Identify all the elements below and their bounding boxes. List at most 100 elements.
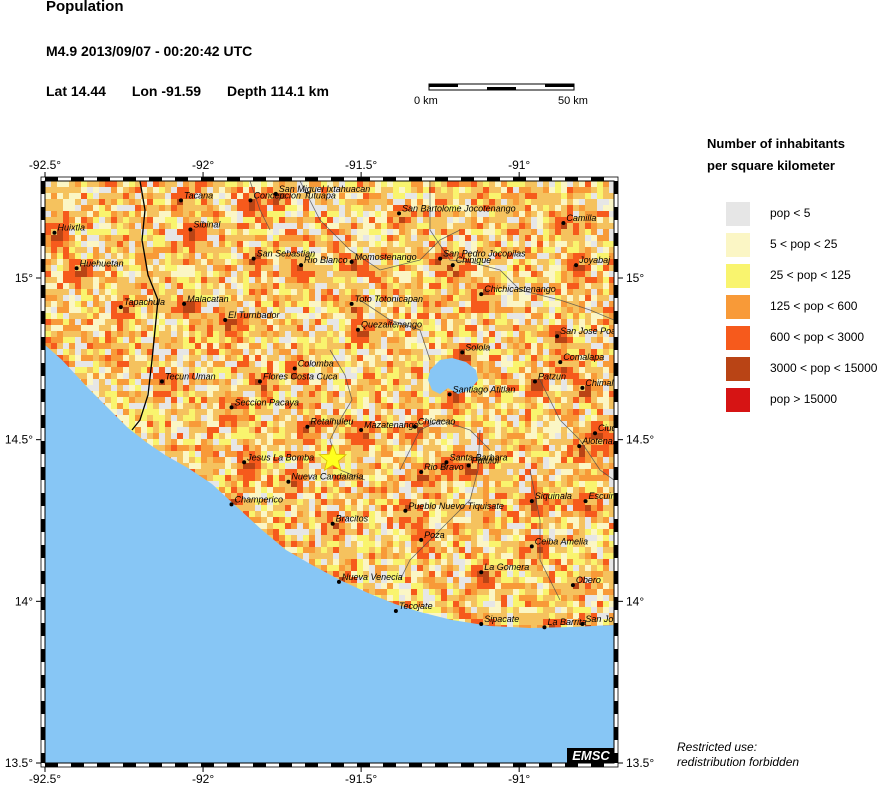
emsc-badge: EMSC [567,748,614,763]
city-label: Toto Totonicapan [355,294,423,304]
legend-label: pop < 5 [770,206,811,220]
legend-item: 600 < pop < 3000 [726,326,891,350]
city-dot [397,211,402,216]
city-dot [479,621,484,626]
city-label: La Barrita [547,617,586,627]
city-label: Concepcion Tutuapa [253,190,335,200]
longitude-tick-label: -91.5° [345,158,377,172]
city-dot [479,570,484,575]
legend-label: 600 < pop < 3000 [770,330,865,344]
city-dot [460,350,465,355]
city-label: El Turnbador [228,310,280,320]
city-dot [419,537,424,542]
axis-ticks: -92.5° -92.5° -92° -92° -91.5° -91.5° -91° -91°… [5,158,655,786]
city-dot [229,405,234,410]
latitude-tick-label: 13.5° [5,756,33,770]
city-label: Chinique [456,255,492,265]
city-label: Sibinal [193,220,221,230]
restricted-line1: Restricted use: [677,740,758,754]
city-label: Mazatenango [364,420,419,430]
event-info: M4.9 2013/09/07 - 00:20:42 UTC [46,43,253,59]
city-label: Ceiba Amelia [535,536,588,546]
latitude-tick-label: 14° [626,594,644,608]
city-dot [529,499,534,504]
city-label: Nueva Venecia [342,572,403,582]
city-label: Poza [424,530,445,540]
city-label: Momostenango [355,252,417,262]
city-label: Bracitos [336,514,369,524]
city-dot [251,256,256,261]
city-label: Escuintla [589,491,626,501]
city-dot [570,583,575,588]
longitude-tick-label: -91° [508,772,530,786]
city-label: San Miguel Ixtahuacan [279,184,371,194]
legend-label: 3000 < pop < 15000 [770,361,878,375]
legend-swatch [726,326,750,350]
scalebar-left-label: 0 km [414,95,438,107]
city-label: Tecun Uman [165,371,216,381]
city-dot [74,266,79,271]
city-label: Comalapa [563,352,604,362]
city-label: Patulul [472,456,501,466]
city-label: Siquinala [535,491,572,501]
depth-text: Depth 114.1 km [226,83,329,99]
city-dot [580,385,585,390]
city-label: Tecojate [399,601,433,611]
city-dot [532,379,537,384]
scalebar-right-label: 50 km [558,95,588,107]
city-label: Santa Barbara [449,452,507,462]
city-dot [393,609,398,614]
legend-label: 125 < pop < 600 [770,299,858,313]
city-label: Malacatan [187,294,229,304]
city-dot [561,221,566,226]
city-dot [286,479,291,484]
longitude-tick-label: -92° [192,158,214,172]
city-dot [273,191,278,196]
latitude-tick-label: 15° [15,271,33,285]
legend-label: 5 < pop < 25 [770,237,838,251]
lake-atitlan [428,358,478,394]
city-dot [542,625,547,630]
city-dot [574,263,579,268]
longitude-tick-label: -91° [508,158,530,172]
city-label: Solola [465,342,490,352]
city-label: Ciudad Vieja [598,423,649,433]
city-label: Jesus La Bomba [246,452,314,462]
longitude-tick-label: -91.5° [345,772,377,786]
city-label: Chimaltenango [585,378,646,388]
legend-swatch [726,357,750,381]
city-dot [349,259,354,264]
city-label: Rio Bravo [424,462,464,472]
legend-label: pop > 15000 [770,392,838,406]
city-label: La Gomera [484,562,529,572]
city-label: Pueblo Nuevo Tiquisate [408,501,503,511]
city-label: Seccion Pacaya [235,397,300,407]
city-dot [359,427,364,432]
city-label: Obero [576,575,601,585]
city-dot [558,360,563,365]
legend-item: 25 < pop < 125 [726,264,891,288]
latitude-tick-label: 14.5° [626,433,654,447]
longitude-text: Lon -91.59 [131,83,202,99]
city-dot [555,334,560,339]
city-label: Tapachula [124,297,165,307]
legend-label: 25 < pop < 125 [770,268,851,282]
city-label: Alotenango [581,436,628,446]
city-dot [529,544,534,549]
city-label: Nueva Candalaria [291,472,363,482]
legend-title-line2: per square kilometer [707,158,835,173]
legend-title-line1: Number of inhabitants [707,136,845,151]
restricted-line2: redistribution forbidden [677,755,800,769]
city-dot [292,366,297,371]
legend-item: 3000 < pop < 15000 [726,357,891,381]
city-dot [412,424,417,429]
longitude-tick-label: -92.5° [29,158,61,172]
city-label: Huixtla [57,223,85,233]
restricted-use-note: Restricted use: redistribution forbidden [677,740,799,770]
legend-swatch [726,295,750,319]
latitude-tick-label: 13.5° [626,756,654,770]
latitude-tick-label: 14.5° [5,433,33,447]
city-label: Sipacate [484,614,519,624]
checkered-frame [40,176,619,768]
